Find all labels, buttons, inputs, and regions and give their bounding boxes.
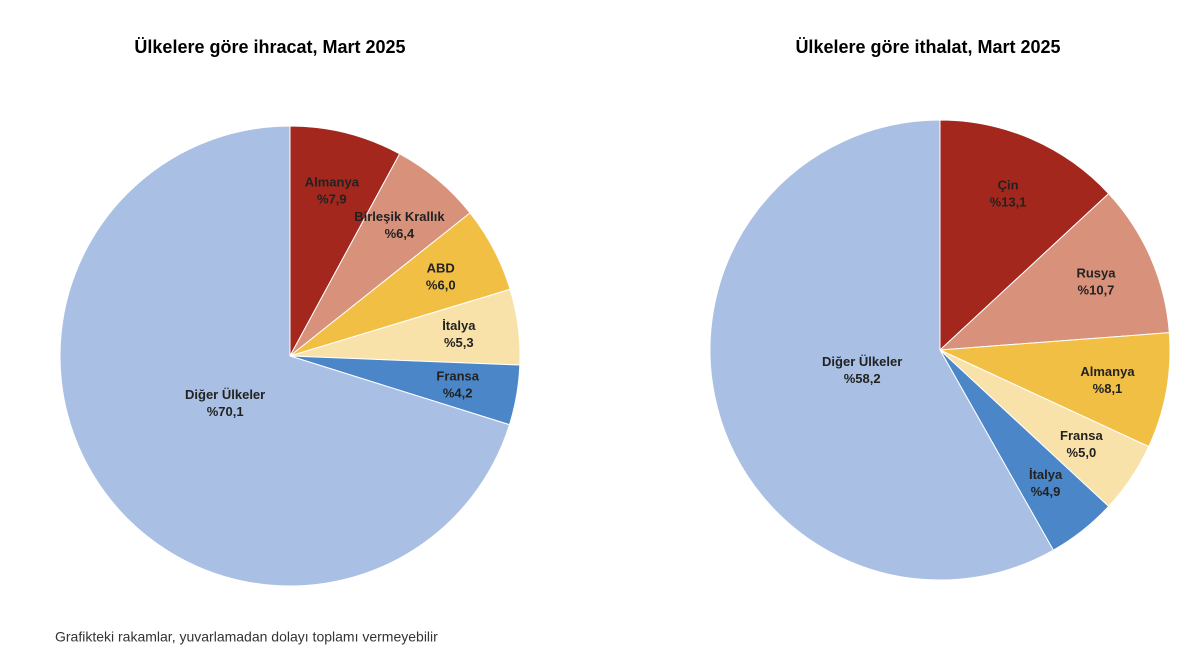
slice-label: Fransa bbox=[436, 368, 479, 383]
slice-label: Almanya bbox=[1080, 364, 1135, 379]
slice-value: %4,9 bbox=[1031, 484, 1061, 499]
slice-value: %70,1 bbox=[207, 404, 244, 419]
slice-value: %6,0 bbox=[426, 277, 456, 292]
chart-title: Ülkelere göre ithalat, Mart 2025 bbox=[795, 37, 1060, 57]
slice-label: İtalya bbox=[1029, 467, 1063, 482]
pie-slice bbox=[939, 119, 1110, 352]
slice-label: İtalya bbox=[442, 318, 476, 333]
pie-slice bbox=[938, 192, 1170, 351]
slice-value: %4,2 bbox=[443, 385, 473, 400]
slice-label: Çin bbox=[998, 177, 1019, 192]
slice-label: Diğer Ülkeler bbox=[185, 387, 265, 402]
slice-label: Birleşik Krallık bbox=[354, 209, 445, 224]
slice-value: %8,1 bbox=[1093, 381, 1123, 396]
pie-slice bbox=[709, 119, 1055, 581]
pie-slice bbox=[938, 332, 1171, 448]
slice-label: ABD bbox=[427, 260, 455, 275]
slice-label: Fransa bbox=[1060, 428, 1103, 443]
pie-slice bbox=[59, 125, 511, 587]
slice-value: %13,1 bbox=[990, 194, 1027, 209]
slice-value: %5,3 bbox=[444, 335, 474, 350]
footnote: Grafikteki rakamlar, yuvarlamadan dolayı… bbox=[55, 629, 438, 645]
slice-label: Rusya bbox=[1076, 265, 1116, 280]
pie-slice bbox=[289, 125, 401, 357]
slice-label: Diğer Ülkeler bbox=[822, 354, 902, 369]
slice-value: %10,7 bbox=[1078, 282, 1115, 297]
slice-value: %58,2 bbox=[844, 371, 881, 386]
slice-value: %6,4 bbox=[385, 226, 415, 241]
slice-value: %5,0 bbox=[1067, 445, 1097, 460]
chart-title: Ülkelere göre ihracat, Mart 2025 bbox=[134, 37, 405, 57]
slice-label: Almanya bbox=[305, 174, 360, 189]
slice-value: %7,9 bbox=[317, 191, 347, 206]
